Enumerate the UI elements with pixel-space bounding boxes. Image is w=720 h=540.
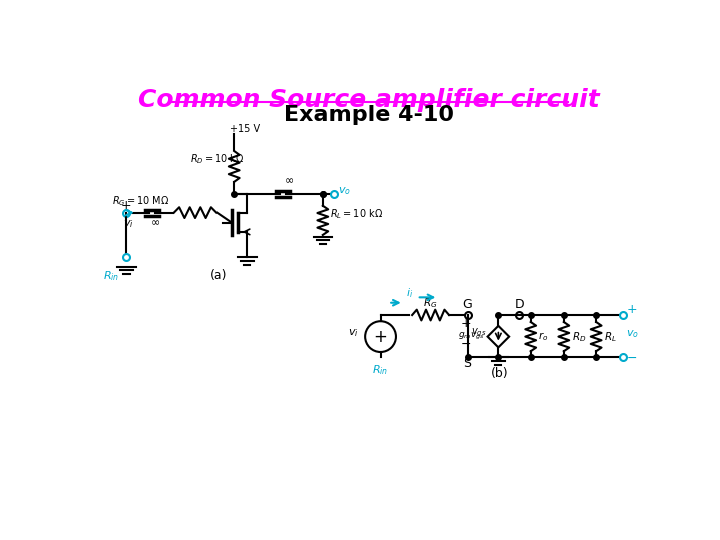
- Text: S: S: [464, 356, 472, 370]
- Text: $-$: $-$: [461, 338, 472, 350]
- Text: +: +: [121, 199, 132, 212]
- Text: $R_G = 10\ \mathrm{M}\Omega$: $R_G = 10\ \mathrm{M}\Omega$: [112, 194, 168, 208]
- Text: Common Source amplifier circuit: Common Source amplifier circuit: [138, 88, 600, 112]
- Text: $r_o$: $r_o$: [539, 330, 549, 343]
- Text: D: D: [514, 298, 524, 311]
- Text: $R_{in}$: $R_{in}$: [372, 363, 389, 376]
- Text: (b): (b): [491, 367, 509, 380]
- Text: +15 V: +15 V: [230, 124, 261, 134]
- Text: $R_G$: $R_G$: [423, 296, 438, 310]
- Text: $v_i$: $v_i$: [348, 327, 359, 339]
- Text: $\infty$: $\infty$: [284, 176, 294, 185]
- Text: $\infty$: $\infty$: [150, 217, 160, 227]
- Text: +: +: [374, 328, 387, 346]
- Text: $R_L = 10\ \mathrm{k}\Omega$: $R_L = 10\ \mathrm{k}\Omega$: [330, 207, 384, 221]
- Text: $R_D$: $R_D$: [572, 330, 586, 343]
- Text: $R_L$: $R_L$: [604, 330, 616, 343]
- Text: G: G: [463, 298, 472, 311]
- Text: $v_o$: $v_o$: [626, 329, 639, 340]
- Text: $R_{in}$: $R_{in}$: [104, 269, 120, 282]
- Text: (a): (a): [210, 269, 228, 282]
- Text: $g_m v_{gs}$: $g_m v_{gs}$: [458, 331, 485, 342]
- Text: $v_o$: $v_o$: [338, 185, 351, 197]
- Text: $v_{gs}$: $v_{gs}$: [472, 327, 487, 339]
- Text: $-$: $-$: [626, 351, 637, 364]
- Text: $i_i$: $i_i$: [407, 286, 414, 300]
- Text: +: +: [461, 318, 472, 330]
- Text: $R_D = 10\ \mathrm{k}\Omega$: $R_D = 10\ \mathrm{k}\Omega$: [189, 152, 244, 166]
- Text: Example 4-10: Example 4-10: [284, 105, 454, 125]
- Text: $v_i$: $v_i$: [122, 219, 133, 230]
- Text: +: +: [626, 303, 636, 316]
